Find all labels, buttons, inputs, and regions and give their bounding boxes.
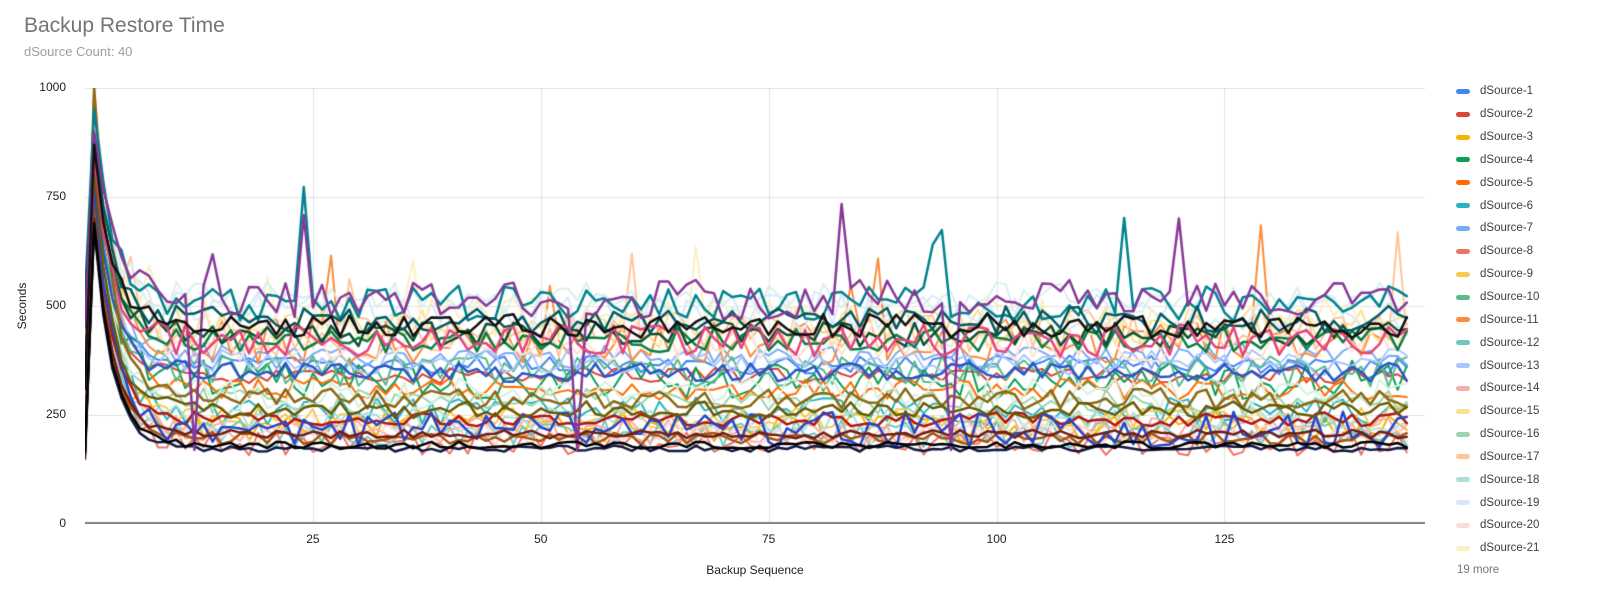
legend-item-label: dSource-12 bbox=[1480, 336, 1540, 349]
legend-swatch-icon bbox=[1456, 340, 1470, 346]
legend-item[interactable]: dSource-17 bbox=[1456, 446, 1539, 469]
legend-item[interactable]: dSource-21 bbox=[1456, 537, 1539, 560]
x-tick-label: 125 bbox=[1214, 532, 1235, 546]
legend-item-label: dSource-9 bbox=[1480, 268, 1534, 281]
legend-more-link[interactable]: 19 more bbox=[1457, 564, 1500, 576]
plot-area[interactable] bbox=[85, 88, 1425, 524]
legend-swatch-icon bbox=[1456, 180, 1470, 186]
legend-swatch-icon bbox=[1456, 477, 1470, 483]
legend-item-label: dSource-17 bbox=[1480, 450, 1540, 463]
legend-item-label: dSource-10 bbox=[1480, 291, 1540, 304]
legend-swatch-icon bbox=[1456, 294, 1470, 300]
legend-swatch-icon bbox=[1456, 88, 1470, 94]
legend-swatch-icon bbox=[1456, 317, 1470, 323]
legend-item[interactable]: dSource-16 bbox=[1456, 423, 1539, 446]
legend-item[interactable]: dSource-20 bbox=[1456, 514, 1539, 537]
legend-item-label: dSource-14 bbox=[1480, 382, 1540, 395]
legend-item-label: dSource-21 bbox=[1480, 542, 1540, 555]
legend-item-label: dSource-1 bbox=[1480, 85, 1534, 98]
legend-item-label: dSource-18 bbox=[1480, 473, 1540, 486]
legend-item[interactable]: dSource-4 bbox=[1456, 149, 1539, 172]
y-tick-label: 750 bbox=[45, 189, 66, 203]
legend-swatch-icon bbox=[1456, 134, 1470, 140]
x-tick-label: 25 bbox=[306, 532, 320, 546]
legend-item-label: dSource-8 bbox=[1480, 245, 1534, 258]
legend-swatch-icon bbox=[1456, 248, 1470, 254]
legend-item-label: dSource-5 bbox=[1480, 176, 1534, 189]
legend-item[interactable]: dSource-18 bbox=[1456, 468, 1539, 491]
legend-item-label: dSource-2 bbox=[1480, 108, 1534, 121]
legend: dSource-1 dSource-2 dSource-3 dSource-4 dSou… bbox=[1456, 80, 1539, 560]
x-axis-title: Backup Sequence bbox=[706, 563, 804, 577]
chart-subtitle: dSource Count: 40 bbox=[24, 44, 133, 59]
legend-swatch-icon bbox=[1456, 408, 1470, 414]
legend-item[interactable]: dSource-5 bbox=[1456, 171, 1539, 194]
legend-item-label: dSource-15 bbox=[1480, 405, 1540, 418]
legend-item-label: dSource-4 bbox=[1480, 153, 1534, 166]
legend-swatch-icon bbox=[1456, 385, 1470, 391]
legend-item[interactable]: dSource-19 bbox=[1456, 491, 1539, 514]
legend-swatch-icon bbox=[1456, 522, 1470, 528]
legend-item[interactable]: dSource-1 bbox=[1456, 80, 1539, 103]
legend-item-label: dSource-7 bbox=[1480, 222, 1534, 235]
legend-item[interactable]: dSource-7 bbox=[1456, 217, 1539, 240]
chart-title: Backup Restore Time bbox=[24, 14, 225, 37]
legend-item-label: dSource-20 bbox=[1480, 519, 1540, 532]
legend-item[interactable]: dSource-8 bbox=[1456, 240, 1539, 263]
legend-item-label: dSource-6 bbox=[1480, 199, 1534, 212]
legend-item-label: dSource-3 bbox=[1480, 131, 1534, 144]
legend-item-label: dSource-16 bbox=[1480, 428, 1540, 441]
legend-item[interactable]: dSource-15 bbox=[1456, 400, 1539, 423]
legend-item[interactable]: dSource-3 bbox=[1456, 126, 1539, 149]
legend-swatch-icon bbox=[1456, 157, 1470, 163]
legend-item-label: dSource-11 bbox=[1480, 313, 1539, 326]
legend-swatch-icon bbox=[1456, 454, 1470, 460]
legend-swatch-icon bbox=[1456, 225, 1470, 231]
x-tick-label: 75 bbox=[761, 532, 776, 546]
legend-swatch-icon bbox=[1456, 545, 1470, 551]
legend-item[interactable]: dSource-13 bbox=[1456, 354, 1539, 377]
y-tick-label: 0 bbox=[59, 516, 66, 530]
x-tick-label: 50 bbox=[534, 532, 548, 546]
legend-item-label: dSource-13 bbox=[1480, 359, 1540, 372]
legend-swatch-icon bbox=[1456, 271, 1470, 277]
legend-item[interactable]: dSource-14 bbox=[1456, 377, 1539, 400]
legend-item[interactable]: dSource-11 bbox=[1456, 308, 1539, 331]
legend-swatch-icon bbox=[1456, 431, 1470, 437]
legend-item[interactable]: dSource-6 bbox=[1456, 194, 1539, 217]
y-tick-label: 1000 bbox=[39, 80, 66, 94]
y-tick-label: 500 bbox=[45, 298, 66, 312]
legend-swatch-icon bbox=[1456, 203, 1470, 209]
legend-item-label: dSource-19 bbox=[1480, 496, 1540, 509]
x-tick-label: 100 bbox=[986, 532, 1007, 546]
legend-item[interactable]: dSource-10 bbox=[1456, 286, 1539, 309]
legend-swatch-icon bbox=[1456, 500, 1470, 506]
legend-item[interactable]: dSource-9 bbox=[1456, 263, 1539, 286]
legend-swatch-icon bbox=[1456, 111, 1470, 117]
legend-item[interactable]: dSource-12 bbox=[1456, 331, 1539, 354]
y-tick-label: 250 bbox=[45, 407, 66, 421]
legend-item[interactable]: dSource-2 bbox=[1456, 103, 1539, 126]
legend-swatch-icon bbox=[1456, 363, 1470, 369]
